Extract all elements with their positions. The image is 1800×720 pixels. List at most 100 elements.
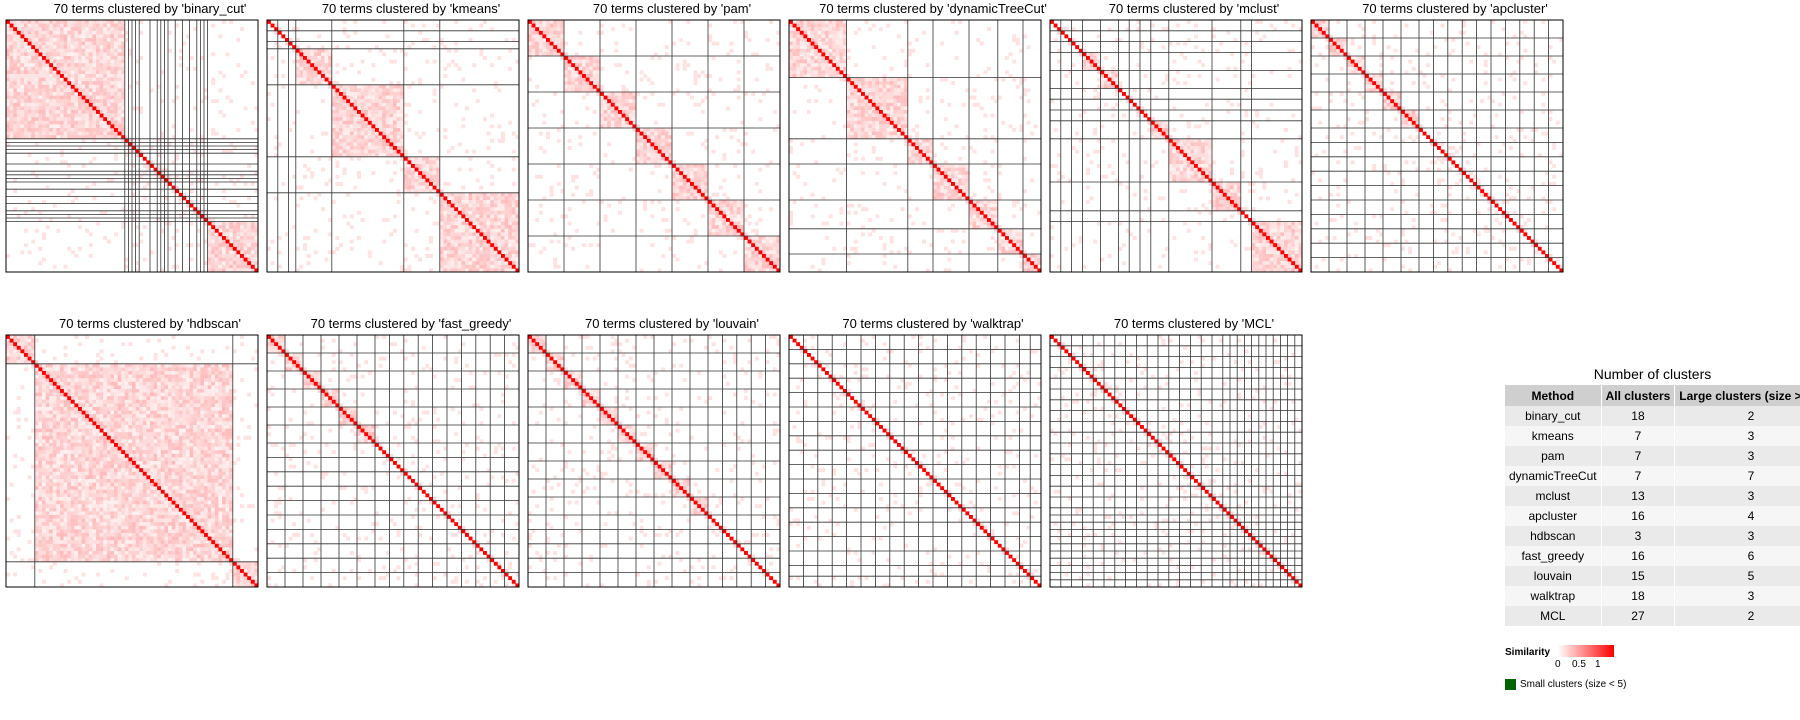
similarity-cell <box>306 192 311 197</box>
similarity-cell <box>182 192 187 197</box>
similarity-cell <box>736 77 741 82</box>
similarity-cell <box>454 41 459 46</box>
similarity-cell <box>99 66 104 71</box>
similarity-cell <box>733 20 738 24</box>
similarity-cell <box>925 149 930 154</box>
similarity-cell <box>393 142 397 147</box>
similarity-cell <box>650 153 655 158</box>
similarity-cell <box>49 59 54 64</box>
similarity-cell <box>128 138 133 143</box>
similarity-cell <box>582 63 586 68</box>
similarity-cell <box>799 66 804 71</box>
similarity-cell <box>457 264 462 269</box>
similarity-cell <box>385 120 390 125</box>
similarity-cell <box>418 160 423 165</box>
similarity-cell <box>331 146 336 150</box>
similarity-cell <box>364 142 369 147</box>
similarity-cell <box>45 110 50 114</box>
similarity-cell <box>49 117 54 122</box>
similarity-cell <box>1015 38 1020 42</box>
similarity-cell <box>321 81 325 86</box>
similarity-cell <box>425 156 430 161</box>
similarity-cell <box>63 74 68 78</box>
similarity-cell <box>501 200 505 204</box>
diagonal-cell <box>13 27 18 32</box>
diagonal-cell <box>553 45 558 50</box>
similarity-cell <box>425 182 430 186</box>
similarity-cell <box>92 38 97 42</box>
similarity-cell <box>171 236 176 240</box>
similarity-cell <box>375 95 379 100</box>
similarity-cell <box>821 135 826 140</box>
similarity-cell <box>303 243 307 248</box>
similarity-cell <box>211 261 216 266</box>
similarity-cell <box>421 164 426 168</box>
similarity-cell <box>200 153 205 158</box>
similarity-cell <box>403 66 408 71</box>
similarity-cell <box>947 196 952 201</box>
similarity-cell <box>493 81 498 86</box>
similarity-cell <box>490 174 495 179</box>
similarity-cell <box>222 196 226 201</box>
similarity-cell <box>56 131 61 136</box>
similarity-cell <box>958 182 963 186</box>
similarity-cell <box>832 59 837 64</box>
similarity-cell <box>63 56 68 60</box>
similarity-cell <box>222 243 226 248</box>
similarity-cell <box>889 218 894 222</box>
similarity-cell <box>907 142 912 147</box>
similarity-cell <box>817 38 822 42</box>
similarity-cell <box>589 77 594 82</box>
similarity-cell <box>1023 138 1027 143</box>
similarity-cell <box>461 228 466 233</box>
similarity-cell <box>871 92 876 96</box>
similarity-cell <box>38 106 43 111</box>
similarity-cell <box>511 221 516 226</box>
similarity-cell <box>690 196 694 201</box>
similarity-cell <box>585 70 590 75</box>
similarity-cell <box>546 48 550 53</box>
similarity-cell <box>744 131 748 136</box>
similarity-cell <box>789 59 793 64</box>
similarity-cell <box>414 164 419 168</box>
similarity-cell <box>490 236 495 240</box>
similarity-cell <box>110 81 115 86</box>
similarity-cell <box>736 88 741 93</box>
similarity-cell <box>367 254 372 258</box>
similarity-cell <box>20 52 25 57</box>
similarity-cell <box>214 261 219 266</box>
similarity-cell <box>117 128 122 132</box>
diagonal-cell <box>564 56 568 60</box>
similarity-cell <box>493 261 498 266</box>
similarity-cell <box>664 135 669 140</box>
similarity-cell <box>295 56 300 60</box>
similarity-cell <box>20 59 25 64</box>
similarity-cell <box>9 48 14 53</box>
similarity-cell <box>414 131 419 136</box>
similarity-cell <box>875 156 880 161</box>
similarity-cell <box>618 99 622 104</box>
similarity-cell <box>915 149 919 154</box>
similarity-cell <box>843 59 847 64</box>
similarity-cell <box>511 196 516 201</box>
similarity-cell <box>792 110 797 114</box>
diagonal-cell <box>447 200 451 204</box>
similarity-cell <box>686 41 691 46</box>
similarity-cell <box>751 261 756 266</box>
similarity-cell <box>454 264 459 269</box>
similarity-cell <box>303 77 307 82</box>
similarity-cell <box>364 106 369 111</box>
similarity-cell <box>882 135 887 140</box>
similarity-cell <box>403 257 408 262</box>
similarity-cell <box>704 146 709 150</box>
similarity-cell <box>106 77 111 82</box>
similarity-cell <box>807 45 811 50</box>
diagonal-cell <box>182 196 187 201</box>
similarity-cell <box>832 23 837 28</box>
similarity-cell <box>400 113 405 118</box>
similarity-cell <box>24 113 28 118</box>
similarity-cell <box>762 246 766 251</box>
similarity-cell <box>24 102 28 107</box>
similarity-cell <box>121 63 126 68</box>
similarity-cell <box>34 66 39 71</box>
